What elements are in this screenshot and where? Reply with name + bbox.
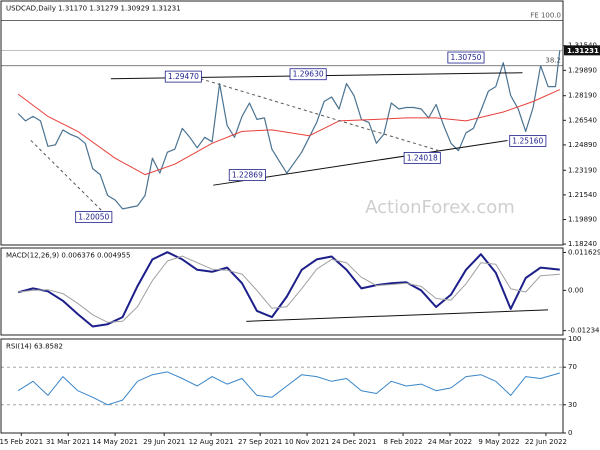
x-tick-label: 29 Jun 2021: [143, 438, 185, 446]
trendline: [246, 309, 549, 322]
annotation-label: 1.22869: [232, 171, 263, 180]
panel-frame: [0, 247, 564, 336]
annotation-label: 1.20050: [78, 213, 109, 222]
x-tick-label: 12 Aug 2021: [189, 438, 234, 446]
annotation-label: 1.29630: [293, 70, 324, 79]
x-tick-label: 27 Sep 2021: [238, 438, 282, 446]
series-line: [17, 371, 560, 406]
x-tick-label: 24 Dec 2021: [332, 438, 377, 446]
annotation-box: [509, 134, 547, 147]
x-tick-label: 31 Mar 2021: [46, 438, 90, 446]
trendline: [200, 78, 439, 151]
x-tick-label: 8 Feb 2022: [383, 438, 422, 446]
x-tick-label: 15 Feb 2021: [0, 438, 43, 446]
x-tick-label: 22 Jun 2022: [525, 438, 567, 446]
y-tick-label: 1.24890: [568, 141, 597, 149]
trendline: [30, 140, 102, 211]
annotation-box: [289, 68, 327, 81]
title-bg: [4, 250, 138, 260]
series-line: [17, 50, 561, 210]
panel-frame: [0, 0, 564, 246]
x-tick-label: 24 Mar 2022: [428, 438, 472, 446]
x-tick-label: 9 May 2022: [478, 438, 519, 446]
series-line: [18, 255, 560, 323]
series-line: [17, 89, 561, 176]
level-label: FE 100.0: [530, 12, 561, 20]
annotation-box: [164, 70, 202, 83]
title-bg: [4, 341, 69, 351]
series-line: [17, 251, 560, 328]
annotation-label: 1.24018: [407, 153, 438, 162]
y-tick-label: 30: [568, 401, 577, 409]
price-box: [564, 45, 600, 56]
panel-title: USDCAD,Daily 1.31170 1.31279 1.30929 1.3…: [6, 5, 181, 13]
y-tick-label: 1.28190: [568, 92, 597, 100]
y-tick-label: 1.23190: [568, 166, 597, 174]
y-tick-label: 1.21540: [568, 191, 597, 199]
title-bg: [4, 3, 198, 13]
annotation-box: [228, 169, 266, 181]
y-tick-label: 70: [568, 363, 577, 371]
x-tick-label: 10 Nov 2021: [285, 438, 330, 446]
y-tick-label: 0.00: [568, 286, 584, 294]
panel-title: RSI(14) 63.8582: [6, 343, 63, 351]
y-tick-label: 1.19890: [568, 215, 597, 223]
y-tick-label: 1.26540: [568, 116, 597, 124]
price-box-label: 1.31231: [567, 47, 599, 55]
y-tick-label: 0.011629: [568, 248, 600, 256]
x-tick-label: 14 May 2021: [92, 438, 138, 446]
y-tick-label: 0: [568, 429, 572, 437]
y-tick-label: -0.012348: [568, 327, 600, 335]
panel-title: MACD(12,26,9) 0.006376 0.004955: [6, 252, 130, 260]
y-tick-label: 1.18240: [568, 240, 597, 248]
annotation-box: [403, 152, 441, 164]
y-tick-label: 100: [568, 335, 581, 343]
annotation-label: 1.29470: [168, 72, 199, 81]
watermark: ActionForex.com: [365, 197, 515, 218]
level-label: 38.2: [545, 57, 561, 65]
y-tick-label: 1.29890: [568, 66, 597, 74]
panel-frame: [0, 338, 564, 434]
annotation-box: [75, 211, 113, 224]
annotation-label: 1.25160: [512, 136, 543, 145]
annotation-box: [447, 51, 485, 64]
annotation-label: 1.30750: [450, 53, 481, 62]
